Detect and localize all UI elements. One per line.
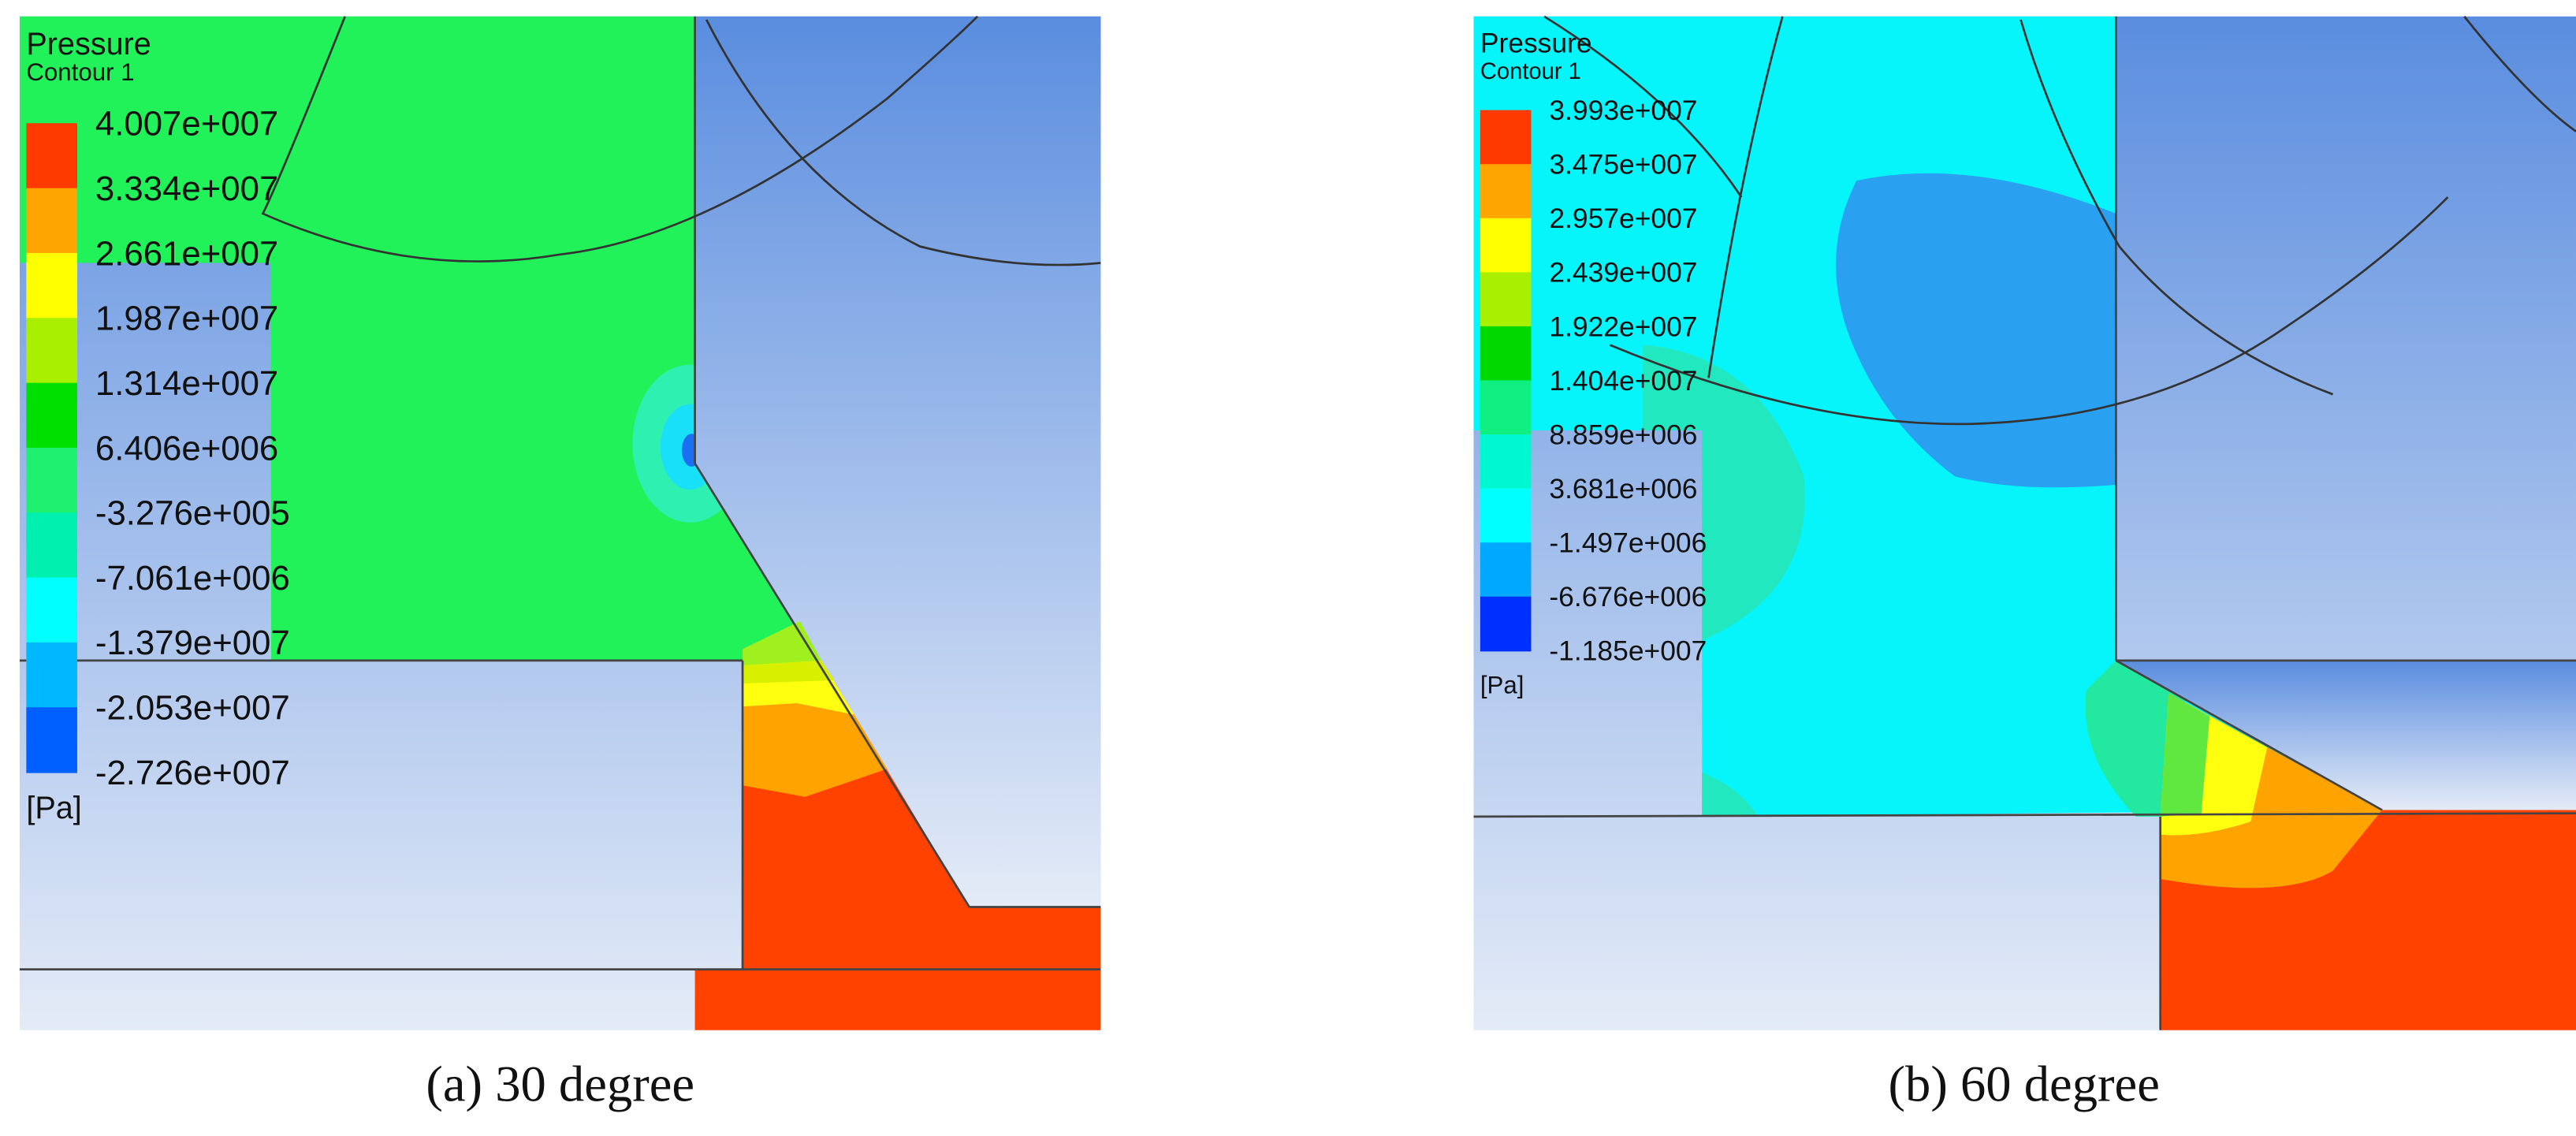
arc (261, 15, 979, 263)
legend-swatch (26, 318, 77, 384)
edge (694, 463, 970, 908)
arc (1543, 15, 1743, 198)
contour-region (20, 16, 822, 661)
caption: (a) 30 degree (426, 1055, 694, 1112)
legend-swatch (1480, 110, 1532, 166)
arc (1609, 196, 2449, 426)
legend-swatch (26, 123, 77, 189)
legend-swatch (1480, 434, 1532, 490)
background (694, 16, 1101, 907)
legend-unit: [Pa] (26, 791, 81, 825)
legend-swatch (26, 642, 77, 709)
legend-swatch (1480, 542, 1532, 598)
contour-region (743, 660, 835, 684)
panel-b (1473, 15, 2576, 1030)
legend-unit: [Pa] (1480, 672, 1524, 699)
contour-region (1643, 345, 1805, 641)
contour-region (2160, 693, 2210, 817)
contour-region (2085, 660, 2185, 817)
legend-label: -6.676e+006 (1549, 581, 1707, 613)
legend-label: -1.497e+006 (1549, 527, 1707, 559)
edge (1473, 812, 2576, 818)
legend-label: -2.053e+007 (95, 689, 290, 728)
legend-label: 2.661e+007 (95, 234, 278, 273)
legend-swatch (26, 512, 77, 579)
contour-region (743, 620, 822, 666)
panel-a (20, 15, 1101, 1030)
legend-label: 6.406e+006 (95, 429, 278, 467)
legend-swatch (1480, 272, 1532, 327)
background (2116, 660, 2576, 810)
legend-label: 2.439e+007 (1549, 257, 1697, 289)
legend-swatch (26, 577, 77, 643)
legend-label: 3.993e+007 (1549, 95, 1697, 126)
legend-label: 1.314e+007 (95, 364, 278, 403)
legend-label: 1.404e+007 (1549, 365, 1697, 397)
legend-swatch (1480, 380, 1532, 436)
legend-swatch (26, 382, 77, 449)
contour-region (1836, 173, 2116, 488)
legend-label: 1.922e+007 (1549, 311, 1697, 342)
legend-swatch (26, 707, 77, 773)
arc (705, 19, 1101, 266)
contour-region (1702, 772, 1759, 817)
legend-label: -1.379e+007 (95, 624, 290, 662)
arc (2019, 19, 2334, 396)
legend-subtitle: Contour 1 (1480, 59, 1581, 84)
legend-label: -7.061e+006 (95, 559, 290, 598)
legend-swatch (26, 447, 77, 514)
legend-swatch (1480, 326, 1532, 382)
legend-swatch (26, 252, 77, 319)
legend-label: 3.334e+007 (95, 169, 278, 208)
legend-swatch (1480, 596, 1532, 652)
legend-label: -3.276e+005 (95, 494, 290, 533)
legend-swatch (1480, 218, 1532, 274)
legend-subtitle: Contour 1 (26, 58, 134, 86)
legend-title: Pressure (1480, 28, 1592, 59)
legend-label: -1.185e+007 (1549, 635, 1707, 667)
legend-title: Pressure (26, 27, 151, 61)
legend-swatch (26, 188, 77, 255)
legend-swatch (1480, 164, 1532, 219)
legend-label: 3.475e+007 (1549, 149, 1697, 181)
legend-swatch (1480, 488, 1532, 544)
arc (2463, 15, 2576, 132)
legend-label: 3.681e+006 (1549, 473, 1697, 505)
legend-label: -2.726e+007 (95, 754, 290, 792)
caption: (b) 60 degree (1889, 1055, 2160, 1112)
edge (2115, 659, 2383, 811)
arc (1707, 16, 1784, 378)
legend-label: 2.957e+007 (1549, 203, 1697, 234)
legend-label: 4.007e+007 (95, 105, 278, 143)
legend-label: 8.859e+006 (1549, 419, 1697, 450)
legend-label: 1.987e+007 (95, 300, 278, 338)
